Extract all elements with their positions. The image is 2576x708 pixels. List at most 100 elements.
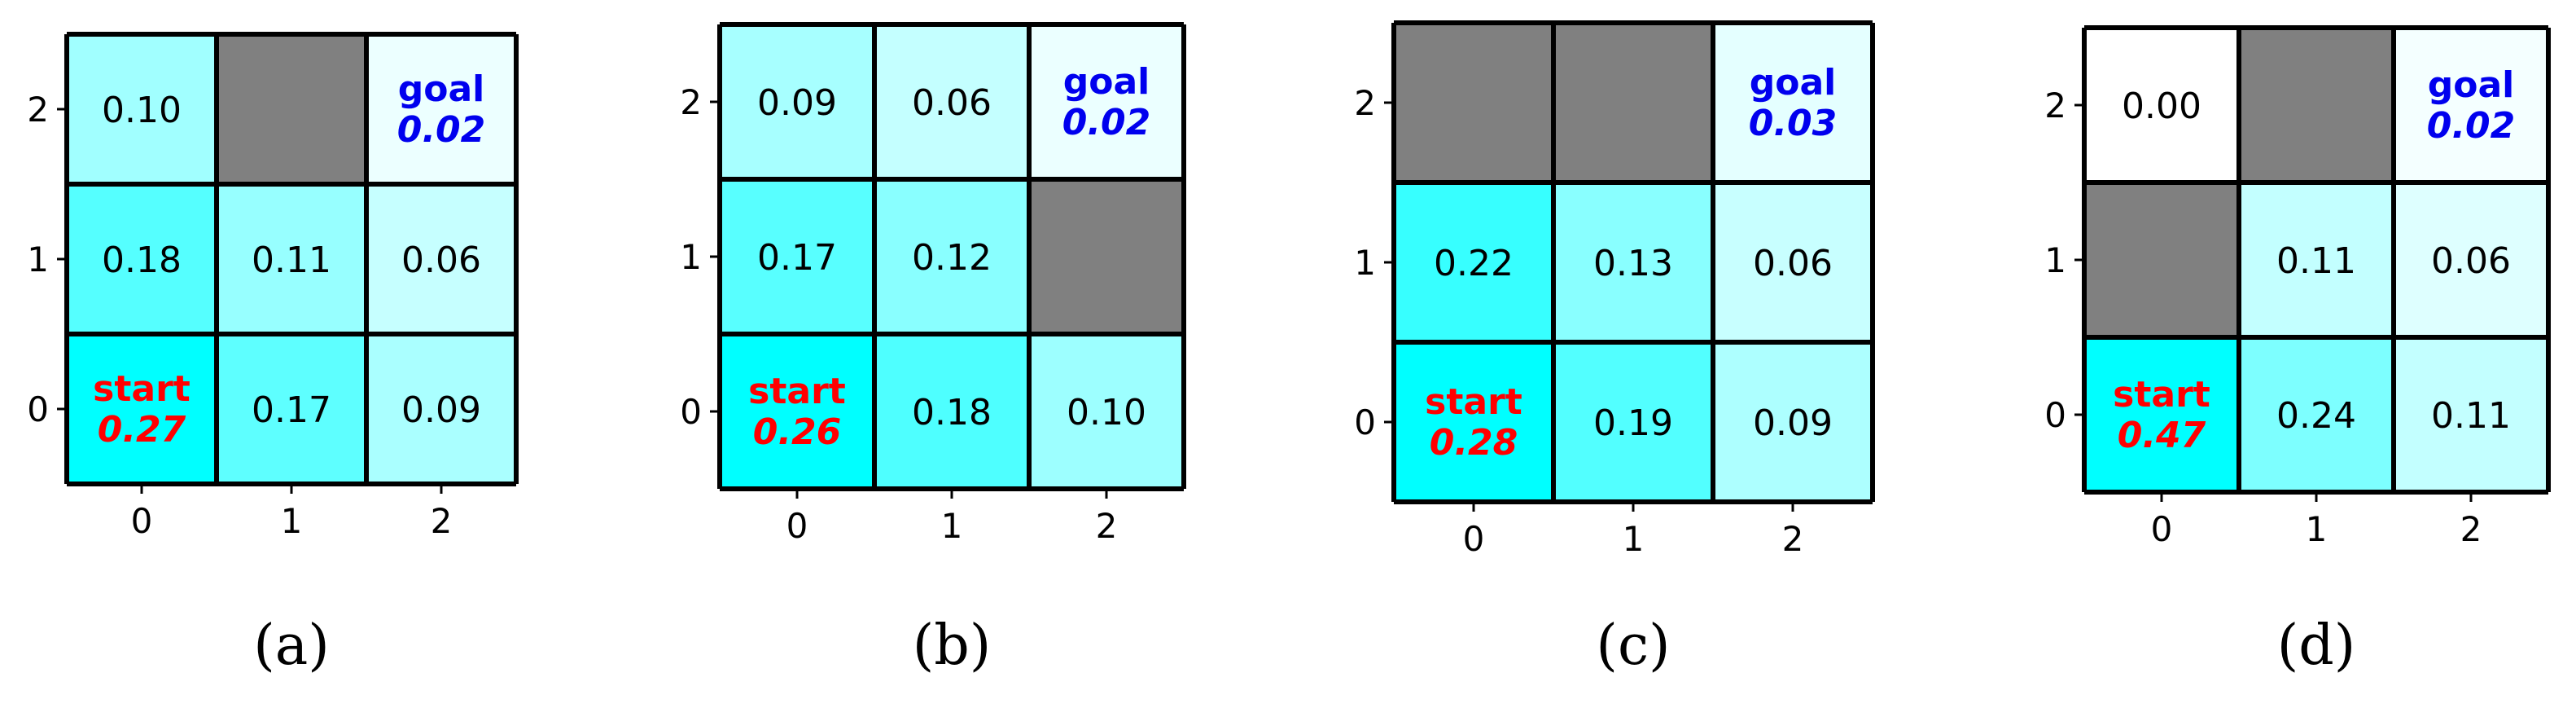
y-tick-label: 0 — [680, 392, 702, 432]
x-tick-label: 0 — [1463, 519, 1485, 559]
x-tick-label: 2 — [1782, 519, 1804, 559]
heatmap-cell — [1713, 182, 1873, 342]
cell-value: 0.11 — [2276, 240, 2356, 282]
cell-value: 0.17 — [757, 237, 837, 279]
y-tick-label: 1 — [2044, 240, 2066, 280]
cell-value: 0.18 — [912, 392, 992, 433]
start-value: 0.26 — [753, 411, 842, 453]
goal-value: 0.03 — [1749, 103, 1838, 144]
cell-value: 0.12 — [912, 237, 992, 279]
goal-value: 0.02 — [2427, 105, 2516, 147]
heatmap-cell — [1394, 342, 1553, 502]
goal-label: goal — [398, 68, 485, 110]
x-tick-label: 2 — [2460, 509, 2482, 549]
panel-caption: (d) — [2277, 613, 2356, 678]
cell-value: 0.06 — [1753, 243, 1833, 284]
wall-cell — [1394, 23, 1553, 182]
start-label: start — [2113, 374, 2210, 416]
y-tick-label: 0 — [2044, 395, 2066, 435]
heatmap-cell — [1713, 23, 1873, 182]
heatmap-cell — [366, 184, 516, 334]
wall-cell — [217, 34, 366, 184]
x-tick-label: 0 — [786, 506, 808, 546]
wall-cell — [1029, 179, 1184, 334]
heatmap-cell — [720, 334, 874, 489]
heatmap-cell — [2084, 28, 2239, 182]
x-tick-label: 2 — [1096, 506, 1118, 546]
x-tick-label: 1 — [281, 501, 303, 541]
cell-value: 0.10 — [102, 90, 182, 131]
y-tick-label: 2 — [680, 82, 702, 122]
wall-cell — [1553, 23, 1713, 182]
cell-value: 0.06 — [401, 240, 481, 281]
start-label: start — [748, 371, 846, 412]
cell-value: 0.00 — [2122, 86, 2201, 127]
heatmap-cell — [1553, 182, 1713, 342]
heatmap-cell — [874, 179, 1029, 334]
heatmap-cell — [1553, 342, 1713, 502]
y-tick-label: 2 — [1354, 83, 1376, 123]
goal-value: 0.02 — [397, 109, 486, 151]
cell-value: 0.11 — [252, 240, 331, 281]
y-tick-label: 1 — [1354, 243, 1376, 283]
heatmap-cell — [720, 179, 874, 334]
heatmap-cell — [2084, 337, 2239, 492]
wall-cell — [2239, 28, 2394, 182]
panel-caption: (a) — [253, 613, 330, 678]
start-value: 0.27 — [98, 409, 186, 451]
heatmap-cell — [720, 24, 874, 179]
x-tick-label: 1 — [1623, 519, 1645, 559]
cell-value: 0.17 — [252, 389, 331, 431]
y-tick-label: 2 — [2044, 86, 2066, 125]
cell-value: 0.09 — [401, 389, 481, 431]
y-tick-label: 2 — [27, 90, 49, 130]
cell-value: 0.19 — [1593, 402, 1673, 444]
heatmap-cell — [1394, 182, 1553, 342]
goal-label: goal — [2428, 64, 2515, 106]
x-tick-label: 2 — [431, 501, 453, 541]
start-value: 0.47 — [2118, 415, 2206, 456]
cell-value: 0.06 — [2431, 240, 2511, 282]
heatmap-cell — [1713, 342, 1873, 502]
cell-value: 0.22 — [1434, 243, 1514, 284]
heatmap-cell — [2394, 28, 2548, 182]
y-tick-label: 1 — [27, 240, 49, 279]
heatmap-cell — [1029, 334, 1184, 489]
heatmap-cell — [874, 334, 1029, 489]
cell-value: 0.11 — [2431, 395, 2511, 437]
cell-value: 0.10 — [1067, 392, 1146, 433]
cell-value: 0.09 — [1753, 402, 1833, 444]
heatmap-cell — [874, 24, 1029, 179]
wall-cell — [2084, 182, 2239, 337]
x-tick-label: 1 — [2306, 509, 2328, 549]
panel-caption: (b) — [913, 613, 992, 678]
y-tick-label: 0 — [1354, 402, 1376, 442]
heatmap-cell — [366, 34, 516, 184]
start-label: start — [1425, 381, 1522, 423]
heatmap-cell — [2239, 182, 2394, 337]
cell-value: 0.24 — [2276, 395, 2356, 437]
heatmap-cell — [2394, 182, 2548, 337]
panel-caption: (c) — [1596, 613, 1670, 678]
heatmap-cell — [2239, 337, 2394, 492]
heatmap-cell — [2394, 337, 2548, 492]
goal-value: 0.02 — [1062, 102, 1151, 143]
y-tick-label: 1 — [680, 237, 702, 277]
cell-value: 0.18 — [102, 240, 182, 281]
goal-label: goal — [1750, 62, 1837, 103]
heatmap-cell — [67, 34, 217, 184]
heatmap-cell — [67, 184, 217, 334]
x-tick-label: 0 — [131, 501, 153, 541]
start-label: start — [93, 368, 191, 410]
heatmap-cell — [1029, 24, 1184, 179]
start-value: 0.28 — [1430, 422, 1518, 464]
goal-label: goal — [1063, 61, 1150, 103]
y-tick-label: 0 — [27, 389, 49, 429]
x-tick-label: 0 — [2151, 509, 2173, 549]
cell-value: 0.06 — [912, 82, 992, 124]
